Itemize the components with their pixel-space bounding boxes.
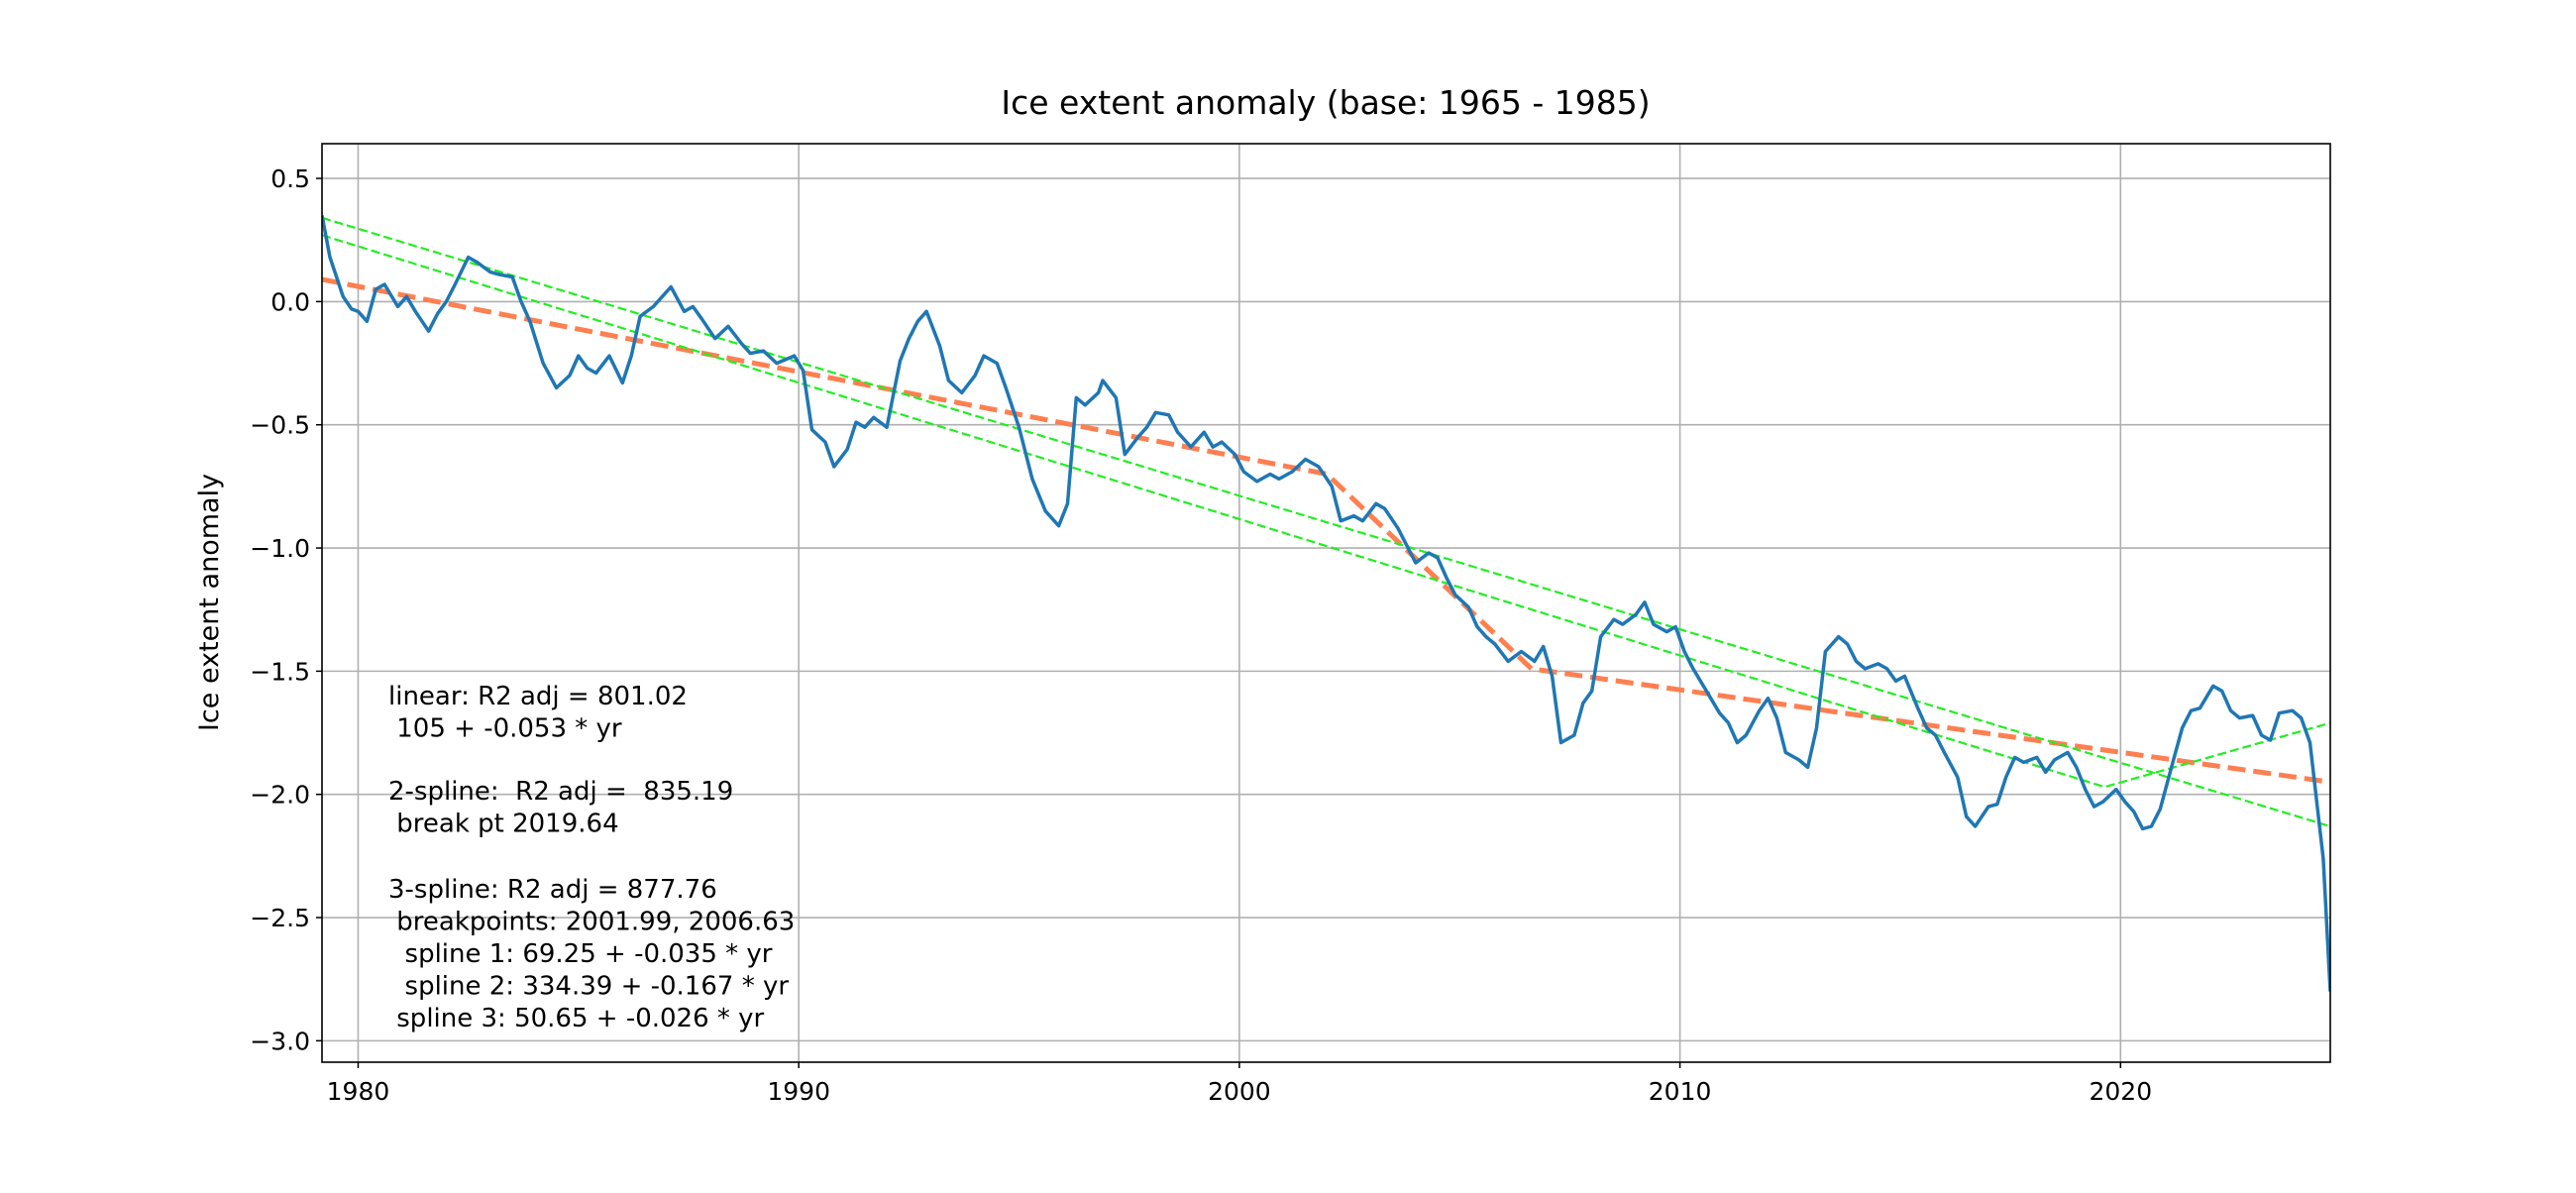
plot-frame — [321, 143, 2331, 1063]
series-line — [322, 234, 2330, 789]
y-tick-label: −2.0 — [250, 781, 310, 810]
x-tick-label: 1990 — [767, 1077, 830, 1106]
y-tick-label: −3.0 — [250, 1027, 310, 1055]
annotation-line: 3-spline: R2 adj = 877.76 — [388, 875, 717, 905]
annotation-line: spline 1: 69.25 + -0.035 * yr — [388, 939, 773, 969]
x-tick-label: 2020 — [2090, 1077, 2153, 1106]
x-tick-label: 1980 — [327, 1077, 390, 1106]
series-line — [322, 216, 2330, 828]
y-tick-label: −0.5 — [250, 411, 310, 440]
annotation-line: break pt 2019.64 — [388, 810, 619, 839]
annotation-line: spline 2: 334.39 + -0.167 * yr — [388, 972, 789, 1002]
y-tick-label: −1.5 — [250, 657, 310, 686]
x-tick-label: 2000 — [1208, 1077, 1271, 1106]
y-tick-label: −2.5 — [250, 904, 310, 932]
series-line — [322, 215, 2330, 992]
y-tick-label: −1.0 — [250, 534, 310, 563]
series-line — [322, 276, 2330, 785]
y-axis-label: Ice extent anomaly — [194, 474, 225, 731]
annotation-line: spline 3: 50.65 + -0.026 * yr — [388, 1004, 765, 1033]
y-tick-label: 0.5 — [270, 164, 310, 193]
y-tick-label: 0.0 — [270, 287, 310, 316]
plot-lines — [322, 215, 2330, 992]
annotation-line: 2-spline: R2 adj = 835.19 — [388, 777, 733, 807]
x-tick-label: 2010 — [1649, 1077, 1712, 1106]
annotation-line: breakpoints: 2001.99, 2006.63 — [388, 908, 795, 937]
annotation-line: 105 + -0.053 * yr — [388, 714, 622, 744]
chart-title: Ice extent anomaly (base: 1965 - 1985) — [1001, 83, 1650, 122]
annotation-line: linear: R2 adj = 801.02 — [388, 682, 688, 711]
